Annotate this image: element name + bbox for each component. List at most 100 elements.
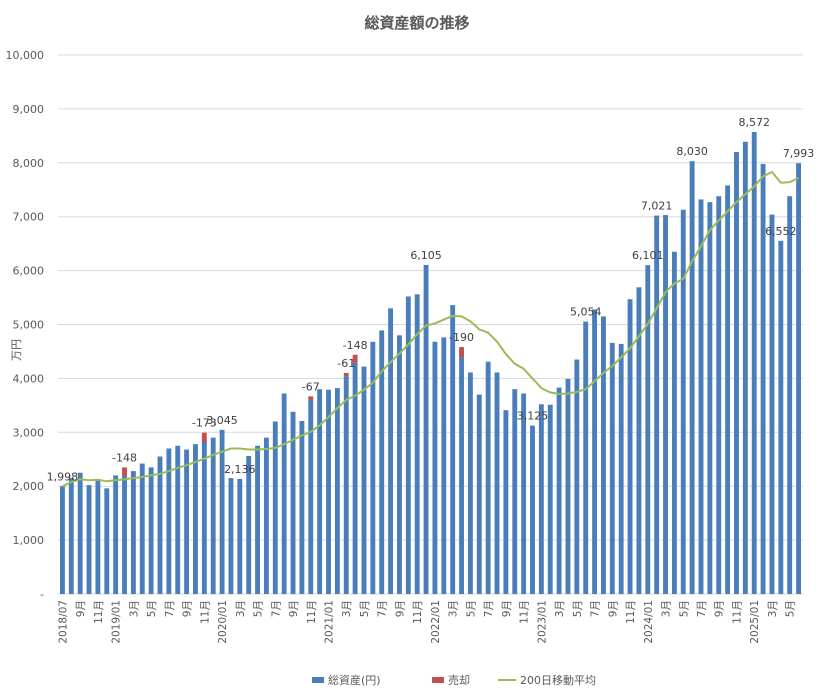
x-tick-label: 3月	[235, 600, 247, 617]
bar-sell	[201, 432, 207, 443]
bar-total	[565, 378, 571, 594]
bar-total	[388, 308, 394, 594]
x-tick-label: 9月	[75, 600, 87, 617]
bar-total	[263, 437, 269, 594]
bar-total	[334, 388, 340, 594]
bar-total	[414, 294, 420, 594]
sell-bars	[122, 347, 464, 476]
x-tick-label: 5月	[465, 600, 477, 617]
data-label: 7,021	[641, 200, 673, 213]
bar-total	[583, 321, 589, 594]
x-tick-label: 2021/01	[324, 600, 336, 644]
bar-total	[725, 185, 731, 595]
legend-label-total: 総資産(円)	[328, 673, 381, 687]
x-tick-label: 5月	[678, 600, 690, 617]
bar-total	[272, 421, 278, 594]
bar-total	[530, 425, 535, 594]
bar-total	[299, 420, 305, 594]
bar-total	[538, 404, 544, 594]
bar-total	[68, 478, 74, 594]
x-tick-label: 5月	[785, 600, 797, 617]
bar-total	[450, 305, 456, 594]
bar-total	[476, 394, 482, 594]
bar-total	[86, 485, 92, 594]
x-tick-label: 11月	[93, 600, 105, 624]
bar-total	[166, 448, 172, 594]
bar-total	[77, 472, 83, 594]
bar-total	[689, 161, 695, 595]
x-tick-label: 3月	[661, 600, 673, 617]
bar-total	[423, 264, 429, 594]
x-tick-label: 5月	[359, 600, 371, 617]
data-label: 7,993	[783, 147, 815, 160]
data-label: -190	[449, 331, 474, 344]
bar-total	[193, 444, 198, 594]
chart-title: 総資産額の推移	[364, 14, 469, 32]
x-tick-label: 5月	[572, 600, 584, 617]
bar-total	[459, 357, 464, 594]
x-tick-label: 11月	[731, 600, 743, 624]
bar-total	[255, 445, 260, 594]
x-tick-label: 2024/01	[643, 600, 655, 644]
bar-total	[654, 215, 660, 594]
x-tick-label: 5月	[253, 600, 265, 617]
bar-total	[130, 471, 136, 594]
bar-total	[122, 475, 127, 594]
y-tick-label: -	[40, 588, 44, 601]
x-tick-label: 7月	[590, 600, 602, 617]
x-tick-label: 11月	[306, 600, 318, 624]
bar-total	[175, 445, 181, 594]
x-tick-label: 9月	[501, 600, 513, 617]
bar-total	[512, 389, 518, 594]
bar-total	[219, 429, 225, 594]
x-tick-label: 9月	[607, 600, 619, 617]
bar-total	[627, 299, 633, 594]
data-label: -148	[112, 451, 137, 464]
x-tick-label: 7月	[696, 600, 708, 617]
data-label: 1,998	[47, 470, 79, 483]
data-label: 8,572	[738, 116, 770, 129]
bar-total	[707, 202, 713, 594]
data-label: 6,552	[765, 225, 797, 238]
bar-total	[148, 467, 154, 594]
x-tick-label: 9月	[182, 600, 194, 617]
bar-total	[769, 214, 775, 594]
data-label: 3,125	[517, 410, 549, 423]
bar-total	[503, 410, 509, 594]
data-label: -61	[337, 357, 355, 370]
bar-total	[281, 393, 287, 594]
bar-total	[556, 387, 562, 594]
x-tick-label: 7月	[483, 600, 495, 617]
y-axis-label: 万円	[10, 339, 23, 361]
y-tick-label: 6,000	[13, 265, 45, 278]
bar-total	[663, 215, 668, 594]
bar-total	[592, 309, 598, 594]
bar-total	[760, 163, 766, 595]
y-tick-label: 8,000	[13, 157, 45, 170]
data-label: 8,030	[676, 145, 708, 158]
data-label: 2,136	[224, 463, 256, 476]
bar-total	[698, 199, 704, 594]
bar-total	[290, 411, 296, 594]
x-tick-label: 9月	[714, 600, 726, 617]
bar-total	[228, 478, 234, 594]
bar-sell	[343, 372, 349, 377]
x-tick-label: 3月	[554, 600, 566, 617]
x-tick-labels: 2018/07 9月 11月 2019/01 3月 5月 7月 9月 11月 2020/01 3月 5…	[57, 600, 796, 644]
bar-total	[397, 335, 402, 594]
bar-total	[139, 463, 145, 594]
bar-total	[210, 437, 216, 594]
x-tick-label: 11月	[412, 600, 424, 624]
bar-total	[95, 479, 101, 594]
data-label: -67	[302, 380, 320, 393]
bar-sell	[352, 354, 358, 363]
x-tick-label: 7月	[164, 600, 176, 617]
bar-total	[521, 393, 527, 594]
bar-total	[405, 296, 411, 594]
y-tick-label: 1,000	[13, 534, 45, 547]
bar-total	[494, 372, 500, 594]
bar-total	[601, 316, 606, 594]
bar-total	[796, 163, 802, 594]
